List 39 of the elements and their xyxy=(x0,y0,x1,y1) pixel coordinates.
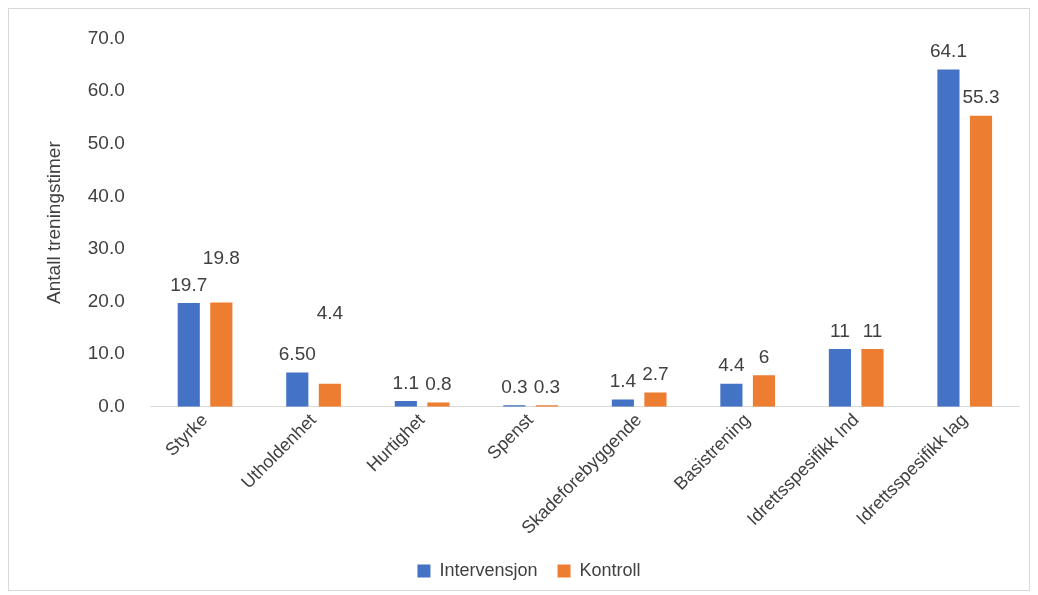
data-label: 55.3 xyxy=(962,86,1000,108)
data-label: 1.4 xyxy=(609,370,637,392)
data-label: 11 xyxy=(830,319,850,341)
data-label: 0.3 xyxy=(533,375,561,397)
bar xyxy=(828,348,851,407)
bar xyxy=(861,348,884,407)
bar xyxy=(210,302,233,407)
data-label: 0.3 xyxy=(501,375,528,397)
y-tick-label: 0.0 xyxy=(98,395,125,417)
data-label: 0.8 xyxy=(425,373,452,395)
data-label: 19.7 xyxy=(170,273,208,295)
bar xyxy=(611,399,634,407)
bar xyxy=(177,303,200,407)
y-tick-label: 10.0 xyxy=(87,342,125,364)
bar xyxy=(752,375,776,407)
bar xyxy=(969,115,993,407)
y-tick-label: 40.0 xyxy=(87,184,125,206)
y-tick-label: 50.0 xyxy=(87,131,125,153)
y-tick-label: 60.0 xyxy=(87,79,125,101)
y-axis-title: Antall treningstimer xyxy=(42,140,64,304)
y-tick-label: 20.0 xyxy=(87,289,125,311)
bar xyxy=(720,383,743,407)
legend-label: Intervensjon xyxy=(439,559,538,580)
y-tick-label: 30.0 xyxy=(87,237,125,259)
data-label: 19.8 xyxy=(202,247,240,269)
bar xyxy=(937,69,960,407)
bar xyxy=(644,392,667,407)
data-label: 2.7 xyxy=(642,363,669,385)
data-label: 1.1 xyxy=(392,371,420,393)
data-label: 64.1 xyxy=(929,40,967,62)
data-label: 11 xyxy=(862,319,883,341)
bar xyxy=(318,383,341,407)
data-label: 6.50 xyxy=(278,343,316,365)
data-label: 4.4 xyxy=(718,354,746,376)
legend-label: Kontroll xyxy=(579,559,641,580)
bar xyxy=(286,372,309,407)
data-label: 6 xyxy=(758,345,770,367)
y-tick-label: 70.0 xyxy=(87,26,125,48)
data-label: 4.4 xyxy=(316,302,344,324)
